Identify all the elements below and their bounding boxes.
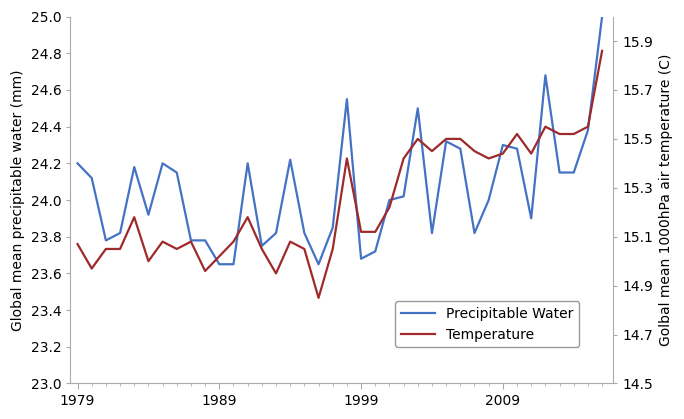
Precipitable Water [229, 262, 237, 267]
Temperature [527, 151, 536, 156]
Temperature [215, 254, 224, 259]
Precipitable Water [399, 194, 408, 199]
Precipitable Water [499, 142, 507, 147]
Precipitable Water [357, 256, 365, 261]
Precipitable Water [385, 197, 393, 202]
Precipitable Water [258, 243, 266, 248]
Precipitable Water [513, 146, 521, 151]
Temperature [272, 271, 280, 276]
Precipitable Water [215, 262, 224, 267]
Temperature [456, 136, 464, 141]
Temperature [343, 156, 351, 161]
Temperature [471, 149, 479, 154]
Precipitable Water [272, 230, 280, 235]
Precipitable Water [187, 238, 195, 243]
Precipitable Water [570, 170, 578, 175]
Precipitable Water [555, 170, 564, 175]
Temperature [130, 215, 138, 220]
Temperature [172, 246, 181, 251]
Precipitable Water [428, 230, 436, 235]
Temperature [315, 295, 323, 300]
Precipitable Water [116, 230, 124, 235]
Temperature [102, 246, 110, 251]
Temperature [385, 205, 393, 210]
Precipitable Water [201, 238, 209, 243]
Temperature [541, 124, 549, 129]
Precipitable Water [315, 262, 323, 267]
Precipitable Water [343, 97, 351, 102]
Precipitable Water [102, 238, 110, 243]
Temperature [159, 239, 167, 244]
Precipitable Water [300, 230, 308, 235]
Precipitable Water [328, 225, 337, 230]
Temperature [442, 136, 450, 141]
Temperature [229, 239, 237, 244]
Temperature [201, 269, 209, 274]
Temperature [328, 246, 337, 251]
Legend: Precipitable Water, Temperature: Precipitable Water, Temperature [395, 301, 579, 347]
Temperature [73, 241, 81, 246]
Precipitable Water [73, 161, 81, 166]
Y-axis label: Golbal mean 1000hPa air temperature (C): Golbal mean 1000hPa air temperature (C) [659, 54, 673, 346]
Precipitable Water [144, 212, 153, 217]
Temperature [399, 156, 408, 161]
Y-axis label: Global mean precipitable water (mm): Global mean precipitable water (mm) [11, 69, 25, 331]
Precipitable Water [88, 176, 96, 181]
Temperature [598, 48, 606, 53]
Precipitable Water [414, 106, 422, 111]
Precipitable Water [527, 216, 536, 221]
Temperature [584, 124, 592, 129]
Temperature [187, 239, 195, 244]
Precipitable Water [484, 197, 492, 202]
Temperature [484, 156, 492, 161]
Temperature [300, 246, 308, 251]
Precipitable Water [456, 146, 464, 151]
Temperature [513, 132, 521, 137]
Precipitable Water [442, 139, 450, 144]
Line: Temperature: Temperature [77, 51, 602, 298]
Precipitable Water [286, 157, 294, 162]
Precipitable Water [541, 73, 549, 78]
Temperature [116, 246, 124, 251]
Temperature [244, 215, 252, 220]
Temperature [555, 132, 564, 137]
Temperature [371, 229, 380, 234]
Precipitable Water [172, 170, 181, 175]
Precipitable Water [244, 161, 252, 166]
Line: Precipitable Water: Precipitable Water [77, 17, 602, 264]
Precipitable Water [159, 161, 167, 166]
Temperature [570, 132, 578, 137]
Temperature [258, 246, 266, 251]
Precipitable Water [471, 230, 479, 235]
Temperature [144, 259, 153, 264]
Temperature [414, 136, 422, 141]
Temperature [499, 151, 507, 156]
Precipitable Water [584, 128, 592, 133]
Temperature [286, 239, 294, 244]
Precipitable Water [130, 165, 138, 170]
Precipitable Water [371, 249, 380, 254]
Temperature [357, 229, 365, 234]
Precipitable Water [598, 14, 606, 19]
Temperature [88, 266, 96, 271]
Temperature [428, 149, 436, 154]
